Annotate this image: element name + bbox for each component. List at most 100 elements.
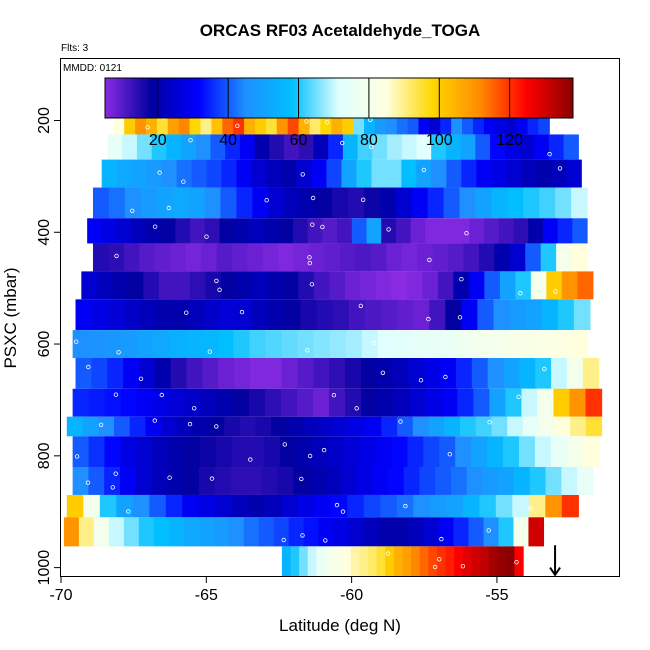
heatmap-cell — [303, 517, 320, 547]
heatmap-cell — [200, 108, 212, 135]
heatmap-cell — [397, 416, 414, 437]
heatmap-cell — [290, 546, 300, 576]
heatmap-cell — [480, 546, 490, 576]
heatmap-cell — [351, 218, 368, 244]
heatmap-cell — [410, 330, 427, 359]
heatmap-cell — [380, 494, 398, 518]
heatmap-cell — [218, 358, 235, 389]
heatmap-cell — [419, 546, 429, 576]
heatmap-cell — [184, 436, 201, 468]
heatmap-cell — [123, 299, 141, 331]
heatmap-cell — [413, 494, 431, 518]
heatmap-cell — [255, 416, 272, 437]
heatmap-cell — [514, 467, 531, 495]
sample-point — [460, 564, 466, 569]
sample-point — [487, 420, 492, 425]
heatmap-cell — [468, 517, 485, 547]
heatmap-cell — [182, 494, 200, 518]
heatmap-cell — [363, 517, 380, 547]
sample-point — [385, 551, 391, 556]
sample-point — [358, 303, 363, 309]
heatmap-cell — [318, 517, 335, 547]
heatmap-cell — [536, 159, 552, 188]
heatmap-cell — [472, 108, 485, 135]
heatmap-cell — [519, 134, 535, 160]
heatmap-cell — [327, 436, 345, 468]
heatmap-cell — [146, 159, 163, 188]
heatmap-cell — [178, 108, 191, 135]
heatmap-cell — [474, 330, 492, 359]
heatmap-cell — [217, 330, 234, 359]
sample-point — [439, 536, 444, 542]
sample-point — [369, 144, 374, 149]
heatmap-cell — [395, 218, 412, 244]
heatmap-cell — [233, 108, 245, 135]
heatmap-cell — [236, 187, 253, 219]
heatmap-cell — [181, 134, 197, 160]
heatmap-cell — [87, 218, 103, 244]
heatmap-cell — [391, 436, 408, 468]
heatmap-cell — [284, 187, 301, 219]
heatmap-cell — [442, 330, 460, 359]
heatmap-cell — [188, 187, 206, 219]
heatmap-cell — [497, 546, 507, 576]
heatmap-cell — [297, 388, 314, 417]
sample-point — [514, 560, 519, 565]
heatmap-cell — [201, 243, 218, 272]
heatmap-cell — [200, 436, 217, 468]
heatmap-cell — [213, 517, 230, 547]
heatmap-cell — [263, 436, 281, 468]
sample-point — [457, 315, 463, 320]
heatmap-cell — [277, 467, 294, 495]
heatmap-cell — [206, 159, 223, 188]
heatmap-cell — [167, 108, 180, 135]
heatmap-cell — [513, 517, 530, 547]
heatmap-cell — [525, 243, 542, 272]
heatmap-cell — [542, 218, 559, 244]
heatmap-cell — [263, 218, 279, 244]
heatmap-cell — [436, 546, 447, 576]
heatmap-cell — [386, 159, 402, 188]
heatmap-cell — [426, 330, 443, 359]
heatmap-cell — [176, 159, 193, 188]
heatmap-cell — [460, 416, 477, 437]
heatmap-cell — [99, 494, 117, 518]
heatmap-cell — [216, 388, 234, 417]
heatmap-cell — [322, 218, 338, 244]
heatmap-cell — [208, 416, 225, 437]
heatmap-cell — [466, 467, 484, 495]
sample-point — [130, 208, 135, 213]
heatmap-cell — [251, 271, 268, 300]
heatmap-cell — [540, 243, 557, 272]
heatmap-cell — [282, 271, 299, 300]
sample-point — [443, 374, 448, 380]
x-tick-label: -55 — [485, 587, 508, 604]
heatmap-cell — [280, 388, 298, 417]
heatmap-cell — [168, 388, 186, 417]
heatmap-cell — [523, 187, 540, 219]
heatmap-cell — [316, 546, 326, 576]
heatmap-cell — [347, 494, 365, 518]
heatmap-cell — [455, 436, 472, 468]
heatmap-cell — [550, 436, 568, 468]
heatmap-cell — [444, 416, 461, 437]
heatmap-cell — [107, 299, 125, 331]
sample-point — [310, 195, 316, 201]
heatmap-cell — [201, 330, 218, 359]
heatmap-cell — [104, 388, 122, 417]
y-tick-label: 200 — [36, 107, 53, 134]
heatmap-cell — [81, 271, 98, 300]
heatmap-cell — [342, 108, 354, 135]
heatmap-cell — [551, 159, 567, 188]
heatmap-cell — [92, 243, 110, 272]
heatmap-cell — [473, 388, 490, 417]
heatmap-cell — [154, 358, 172, 389]
heatmap-cell — [569, 388, 587, 417]
heatmap-cell — [363, 494, 381, 518]
heatmap-cell — [475, 416, 493, 437]
heatmap-cell — [329, 388, 346, 417]
sample-point — [334, 502, 340, 508]
heatmap-cell — [153, 517, 170, 547]
heatmap-cell — [431, 134, 447, 160]
heatmap-cell — [324, 243, 341, 272]
